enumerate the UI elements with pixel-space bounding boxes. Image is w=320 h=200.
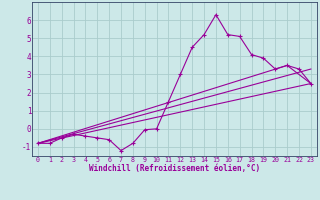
- X-axis label: Windchill (Refroidissement éolien,°C): Windchill (Refroidissement éolien,°C): [89, 164, 260, 173]
